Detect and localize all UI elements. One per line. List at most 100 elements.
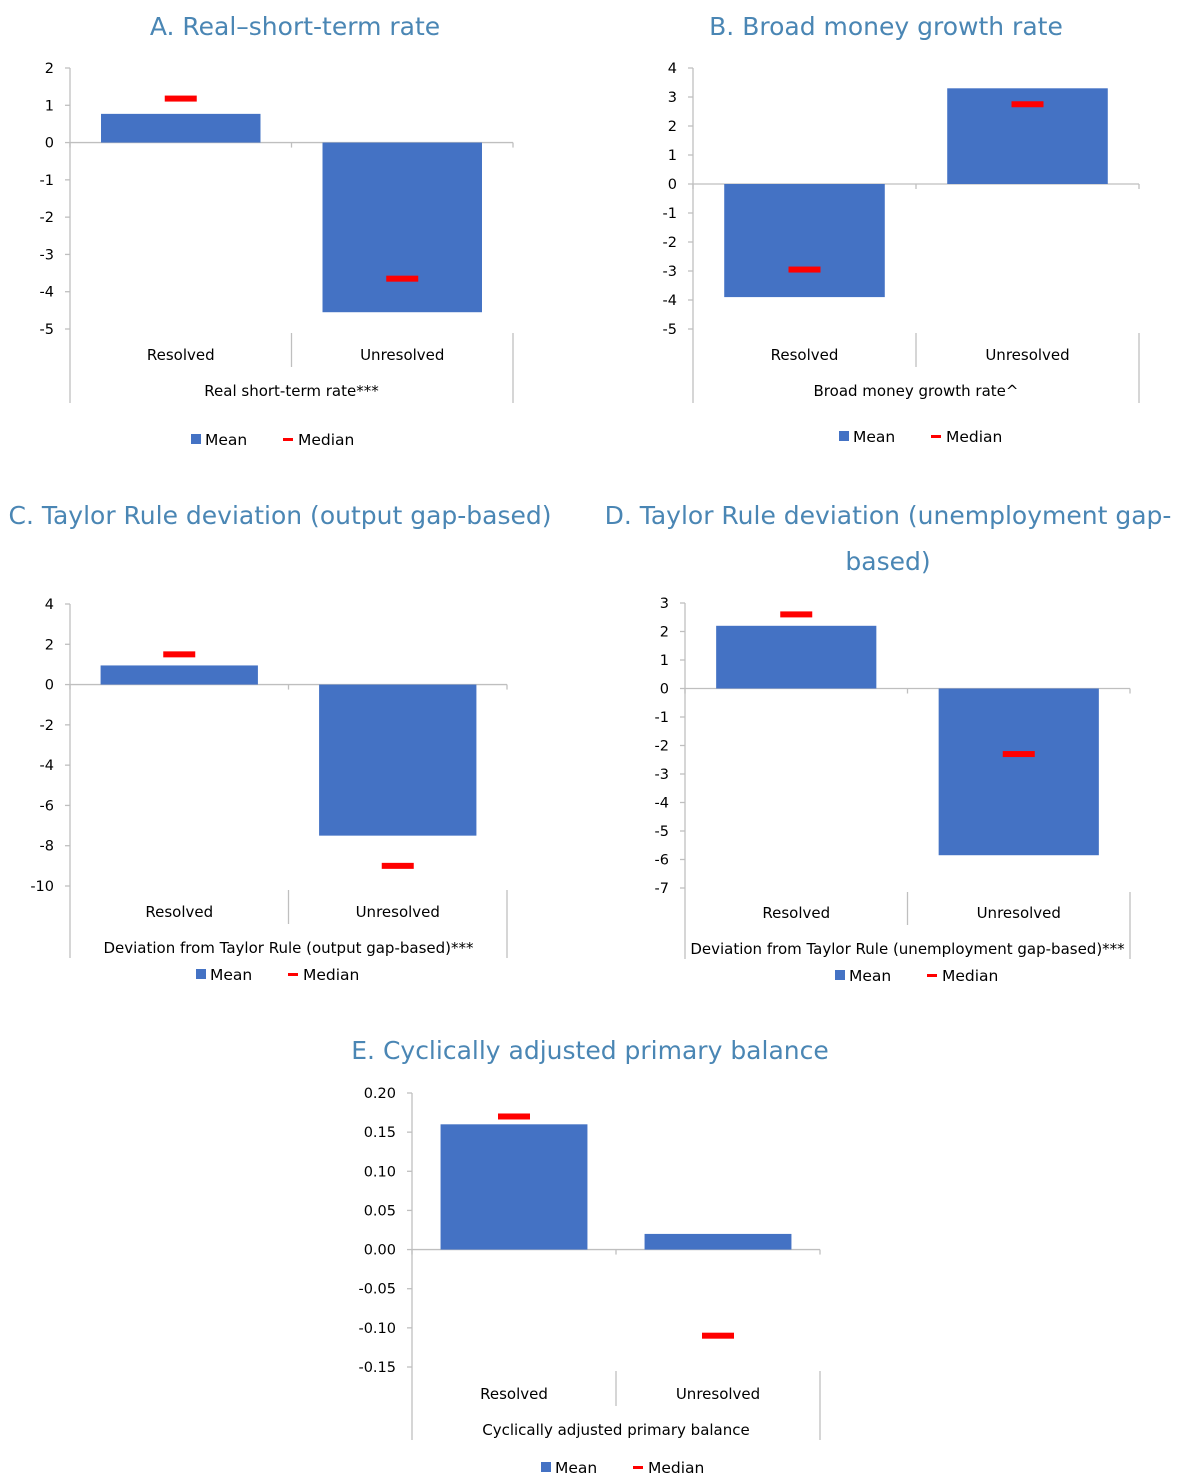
y-tick-label: 3 [668, 90, 677, 106]
y-tick-label: 4 [668, 61, 677, 77]
y-tick-label: -1 [40, 173, 54, 189]
y-tick-label: 1 [668, 148, 677, 164]
category-label: Unresolved [360, 346, 444, 364]
category-label: Resolved [145, 903, 213, 921]
y-tick-label: -4 [40, 285, 54, 301]
legend-mean-swatch [191, 434, 201, 444]
legend: Mean Median [835, 967, 998, 985]
y-tick-label: 1 [660, 653, 669, 669]
y-tick-label: -6 [655, 853, 669, 869]
legend-mean-label: Mean [205, 431, 247, 449]
median-marker [386, 275, 419, 282]
legend-mean-swatch [541, 1462, 551, 1472]
x-axis-title: Cyclically adjusted primary balance [482, 1421, 749, 1439]
y-tick-label: 0 [45, 136, 54, 152]
median-marker [498, 1113, 530, 1120]
legend-median-swatch [633, 1466, 643, 1469]
y-tick-label: -1 [655, 710, 669, 726]
y-tick-label: 2 [45, 61, 54, 77]
panel-d: D. Taylor Rule deviation (unemployment g… [598, 490, 1182, 1000]
y-tick-label: -10 [30, 879, 54, 895]
y-tick-label: -2 [655, 739, 669, 755]
panel-title: B. Broad money growth rate [709, 12, 1063, 41]
y-tick-label: -0.15 [358, 1360, 396, 1376]
y-tick-label: -5 [40, 322, 54, 338]
mean-bar [101, 113, 261, 143]
legend-mean-label: Mean [853, 428, 895, 446]
legend-median-swatch [927, 974, 937, 977]
y-tick-label: 2 [660, 625, 669, 641]
y-tick-label: 0.20 [364, 1086, 396, 1102]
y-tick-label: -4 [663, 293, 677, 309]
mean-bar [322, 142, 482, 313]
y-tick-label: 2 [668, 119, 677, 135]
chart-a: 2 1 0 -1 -2 -3 -4 -5 Resolved Unresolved Real shor… [40, 61, 514, 449]
mean-bar [440, 1124, 588, 1250]
legend: Mean Median [839, 428, 1002, 446]
legend: Mean Median [196, 966, 359, 984]
y-tick-label: -0.05 [358, 1282, 396, 1298]
y-tick-label: 0 [45, 678, 54, 694]
y-tick-label: -3 [663, 264, 677, 280]
x-axis-title: Real short-term rate*** [204, 382, 379, 400]
y-tick-label: -3 [40, 247, 54, 263]
legend: Mean Median [541, 1459, 704, 1475]
y-tick-label: 0.00 [364, 1243, 396, 1259]
category-label: Unresolved [977, 904, 1061, 922]
legend-mean-swatch [835, 970, 845, 980]
median-marker [381, 862, 414, 869]
y-tick-label: -6 [40, 798, 54, 814]
panel-title: E. Cyclically adjusted primary balance [351, 1036, 829, 1065]
y-tick-label: 0.10 [364, 1164, 396, 1180]
panel-e: E. Cyclically adjusted primary balance 0… [340, 1025, 840, 1475]
y-tick-label: -5 [655, 824, 669, 840]
y-tick-label: 2 [45, 637, 54, 653]
category-label: Resolved [762, 904, 830, 922]
mean-bar [938, 688, 1099, 856]
category-label: Resolved [480, 1385, 548, 1403]
chart-c: 4 2 0 -2 -4 -6 -8 -10 Resolved Unresolved Deviatio… [30, 597, 508, 984]
panel-title: D. Taylor Rule deviation (unemployment g… [604, 501, 1172, 576]
x-axis-title: Deviation from Taylor Rule (unemployment… [690, 940, 1125, 958]
median-marker [1011, 101, 1044, 108]
panel-title: C. Taylor Rule deviation (output gap-bas… [8, 501, 552, 530]
y-tick-label: -2 [663, 235, 677, 251]
mean-bar [644, 1233, 792, 1250]
legend-median-swatch [283, 438, 293, 441]
median-marker [164, 95, 197, 102]
legend-mean-label: Mean [210, 966, 252, 984]
legend-median-swatch [931, 435, 941, 438]
y-tick-label: -4 [655, 796, 669, 812]
panel-a: A. Real–short-term rate 2 1 0 -1 -2 -3 -4 -5 Res… [0, 0, 590, 470]
mean-bar [716, 625, 877, 689]
y-tick-label: -2 [40, 210, 54, 226]
legend-median-label: Median [303, 966, 359, 984]
y-tick-label: -0.10 [358, 1321, 396, 1337]
y-tick-label: -1 [663, 206, 677, 222]
legend-mean-swatch [839, 431, 849, 441]
legend-mean-label: Mean [555, 1459, 597, 1475]
panel-c: C. Taylor Rule deviation (output gap-bas… [0, 490, 560, 1000]
panel-title: A. Real–short-term rate [149, 12, 441, 41]
legend-median-label: Median [298, 431, 354, 449]
legend-median-swatch [288, 973, 298, 976]
x-axis-title: Broad money growth rate^ [814, 382, 1019, 400]
legend-mean-swatch [196, 969, 206, 979]
median-marker [702, 1332, 734, 1339]
y-tick-label: -3 [655, 767, 669, 783]
panel-b: B. Broad money growth rate 4 3 2 1 0 -1 -2 -3 -4… [590, 0, 1182, 470]
median-marker [780, 611, 813, 618]
median-marker [163, 651, 196, 658]
legend-median-label: Median [946, 428, 1002, 446]
mean-bar [319, 684, 477, 836]
y-tick-label: 0 [668, 177, 677, 193]
category-label: Unresolved [985, 346, 1069, 364]
legend: Mean Median [191, 431, 354, 449]
chart-b: 4 3 2 1 0 -1 -2 -3 -4 -5 Resolved Unresolved Broad m… [663, 61, 1140, 446]
y-tick-label: -4 [40, 758, 54, 774]
y-tick-label: 1 [45, 98, 54, 114]
legend-median-label: Median [942, 967, 998, 985]
y-tick-label: -5 [663, 322, 677, 338]
chart-d: 3 2 1 0 -1 -2 -3 -4 -5 -6 -7 Resolved Unresolved Devi… [655, 596, 1131, 985]
median-marker [788, 266, 821, 273]
